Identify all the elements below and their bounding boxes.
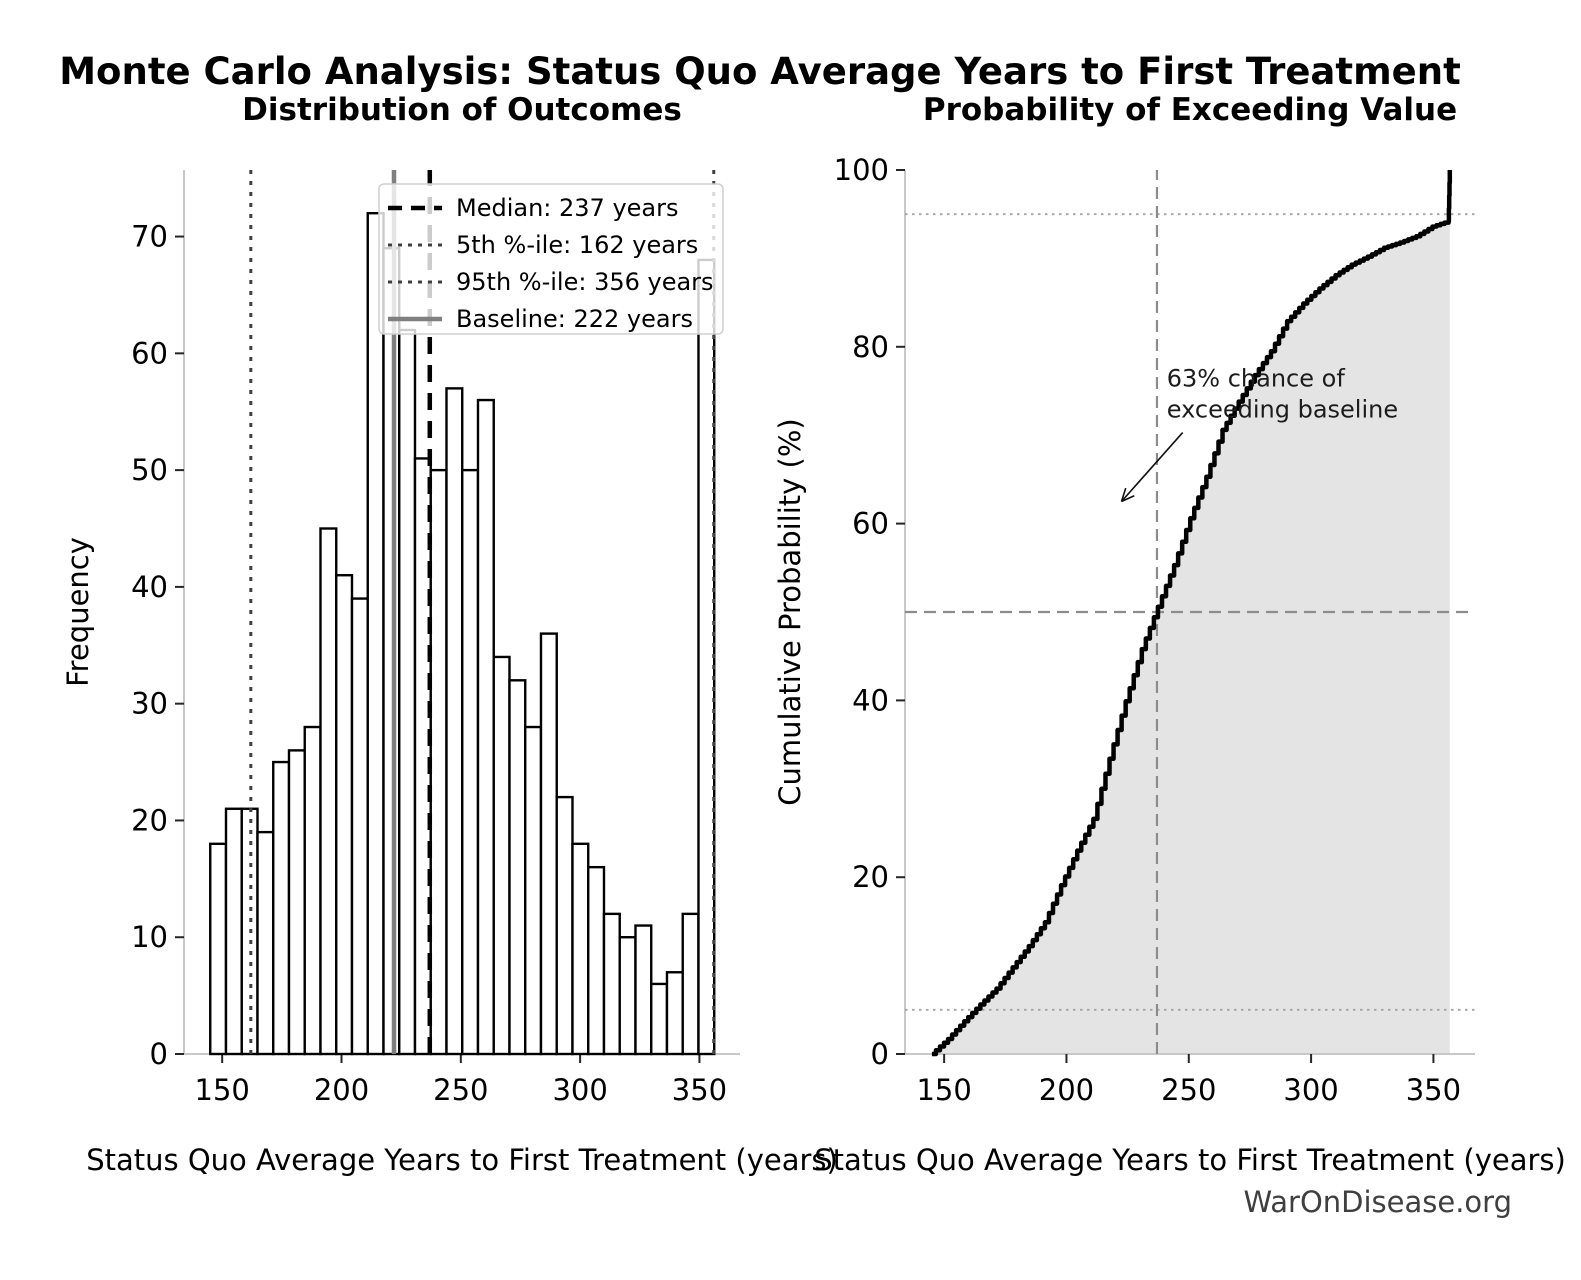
right-axes-probability: 150 200 250 300 350 0 20 40 60 80 100 63% chance of… xyxy=(834,153,1475,1107)
annotation-line: 63% chance of xyxy=(1167,365,1346,393)
left-axes-distribution: 150 200 250 300 350 0 10 20 30 40 50 60 70 Median: 23… xyxy=(131,170,740,1107)
y-tick-label: 60 xyxy=(131,336,168,370)
histogram-bar xyxy=(209,842,228,1056)
histogram-bar xyxy=(650,982,669,1056)
histogram-bar xyxy=(319,527,338,1056)
x-tick-label: 250 xyxy=(433,1073,488,1107)
annotation-arrowhead xyxy=(1121,494,1135,503)
y-tick-label: 50 xyxy=(131,453,168,487)
annotation-line: exceeding baseline xyxy=(1167,396,1398,424)
left-subplot-title: Distribution of Outcomes xyxy=(242,92,682,128)
histogram-bar xyxy=(602,912,621,1056)
x-tick-label: 350 xyxy=(1406,1073,1461,1107)
histogram-bar xyxy=(224,807,243,1056)
histogram-bar xyxy=(445,387,464,1056)
x-tick-label: 350 xyxy=(672,1073,727,1107)
histogram-bar xyxy=(350,597,369,1056)
x-tick-label: 250 xyxy=(1161,1073,1216,1107)
left-x-axis-label: Status Quo Average Years to First Treatm… xyxy=(86,1143,838,1177)
histogram-bar xyxy=(272,760,291,1056)
y-tick-label: 60 xyxy=(852,507,889,541)
histogram-bar xyxy=(571,842,590,1056)
y-tick-label: 40 xyxy=(852,683,889,717)
right-subplot-title: Probability of Exceeding Value xyxy=(923,92,1457,128)
x-tick-label: 150 xyxy=(195,1073,250,1107)
histogram-bar xyxy=(681,912,700,1056)
annotation-arrowhead xyxy=(1120,487,1127,502)
x-tick-label: 300 xyxy=(1283,1073,1338,1107)
histogram-bar xyxy=(476,398,495,1056)
histogram-bar xyxy=(303,725,322,1056)
legend-label: Median: 237 years xyxy=(456,194,679,222)
histogram-bar xyxy=(256,830,275,1056)
histogram-bar xyxy=(665,971,684,1056)
y-tick-label: 0 xyxy=(150,1037,168,1071)
histogram-bar xyxy=(555,795,574,1056)
right-y-axis-label: Cumulative Probability (%) xyxy=(773,418,807,805)
figure-title: Monte Carlo Analysis: Status Quo Average… xyxy=(59,50,1461,93)
legend: Median: 237 years 5th %-ile: 162 years 95t… xyxy=(378,183,724,335)
histogram-bar xyxy=(366,212,385,1056)
legend-label: 95th %-ile: 356 years xyxy=(456,268,714,296)
x-tick-label: 200 xyxy=(314,1073,369,1107)
x-tick-label: 150 xyxy=(916,1073,971,1107)
right-x-axis-label: Status Quo Average Years to First Treatm… xyxy=(814,1143,1566,1177)
y-tick-label: 80 xyxy=(852,330,889,364)
footer-watermark: WarOnDisease.org xyxy=(1243,1185,1512,1219)
cdf-curve xyxy=(931,170,1453,1057)
y-tick-label: 30 xyxy=(131,687,168,721)
histogram-bar xyxy=(287,749,306,1056)
histogram-bars xyxy=(209,212,716,1056)
histogram-bar xyxy=(492,655,511,1056)
histogram-bar xyxy=(398,328,417,1056)
histogram-bar xyxy=(508,679,527,1056)
histogram-bar xyxy=(524,725,543,1056)
histogram-bar xyxy=(429,468,448,1056)
histogram-bar xyxy=(697,258,716,1056)
histogram-bar xyxy=(587,865,606,1056)
legend-box xyxy=(378,183,724,335)
histogram-bar xyxy=(461,468,480,1056)
y-tick-label: 70 xyxy=(131,220,168,254)
legend-label: 5th %-ile: 162 years xyxy=(456,231,698,259)
x-tick-label: 300 xyxy=(552,1073,607,1107)
y-tick-label: 10 xyxy=(131,920,168,954)
cdf-fill-area xyxy=(931,221,1450,1055)
histogram-bar xyxy=(618,936,637,1056)
left-y-axis-label: Frequency xyxy=(61,537,95,687)
annotation-arrow xyxy=(1120,432,1184,503)
y-tick-label: 20 xyxy=(852,860,889,894)
histogram-bar xyxy=(382,247,401,1056)
legend-label: Baseline: 222 years xyxy=(456,305,693,333)
histogram-bar xyxy=(634,924,653,1056)
histogram-bar xyxy=(539,632,558,1056)
y-tick-label: 100 xyxy=(834,153,889,187)
y-tick-label: 0 xyxy=(871,1037,889,1071)
annotation: 63% chance of exceeding baseline xyxy=(1120,365,1398,503)
histogram-bar xyxy=(335,574,354,1056)
x-tick-label: 200 xyxy=(1039,1073,1094,1107)
y-tick-label: 40 xyxy=(131,570,168,604)
y-tick-label: 20 xyxy=(131,803,168,837)
